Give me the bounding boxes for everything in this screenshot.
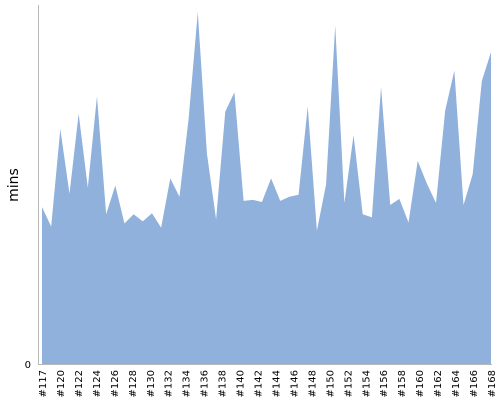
plot-area (42, 12, 491, 365)
x-tick-label: #130 (146, 370, 157, 397)
x-tick-label: #120 (56, 370, 67, 397)
x-tick-label: #148 (307, 370, 318, 397)
x-tick-label: #117 (38, 370, 49, 397)
x-tick-label: #156 (379, 370, 390, 397)
x-tick-label: #124 (92, 370, 103, 397)
x-tick-label: #150 (325, 370, 336, 397)
x-tick-label: #126 (110, 370, 121, 397)
y-tick-labels: 0 (25, 360, 31, 371)
x-tick-label: #136 (200, 370, 211, 397)
x-tick-label: #146 (289, 370, 300, 397)
x-tick-label: #122 (74, 370, 85, 397)
y-axis-label: mins (6, 168, 22, 202)
x-tick-label: #142 (254, 370, 265, 397)
x-tick-label: #162 (433, 370, 444, 397)
x-tick-label: #164 (451, 370, 462, 397)
series-area (42, 12, 491, 365)
x-tick-label: #154 (361, 370, 372, 397)
x-tick-labels: #117 #120 #122 #124 #126 #128 #130 #132 #134 #136… (38, 370, 498, 397)
x-tick-label: #128 (128, 370, 139, 397)
x-tick-label: #166 (469, 370, 480, 397)
y-tick-label: 0 (25, 360, 31, 371)
x-tick-label: #160 (415, 370, 426, 397)
x-tick-label: #134 (182, 370, 193, 397)
x-tick-label: #132 (164, 370, 175, 397)
x-tick-label: #144 (271, 370, 282, 397)
x-tick-label: #152 (343, 370, 354, 397)
x-tick-label: #140 (236, 370, 247, 397)
x-tick-label: #138 (218, 370, 229, 397)
x-tick-label: #168 (487, 370, 498, 397)
x-tick-label: #158 (397, 370, 408, 397)
